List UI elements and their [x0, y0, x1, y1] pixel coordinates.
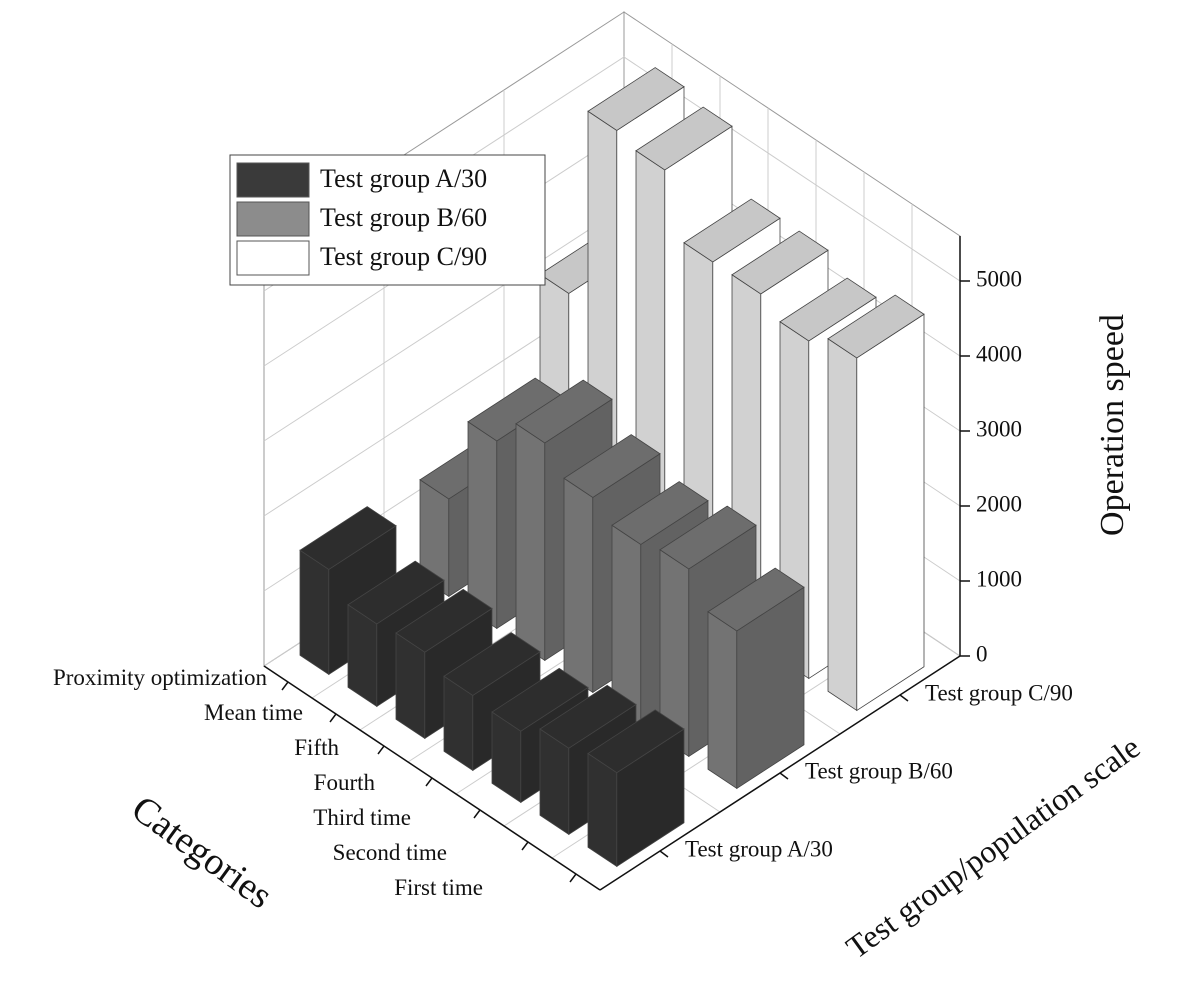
x-tick	[425, 777, 433, 787]
bar-face	[827, 337, 858, 712]
x-tick	[569, 873, 577, 883]
x-tick-label: Third time	[313, 805, 411, 830]
x-axis-title: Categories	[124, 788, 280, 918]
bar-top	[587, 709, 685, 774]
bar-top	[395, 588, 493, 653]
y-tick	[899, 694, 909, 702]
x-tick-label: Fifth	[294, 735, 339, 760]
bar-face	[563, 477, 594, 694]
z-tick-label: 4000	[976, 341, 1022, 366]
bar-face	[707, 610, 738, 790]
x-tick	[329, 713, 337, 723]
bar-top	[611, 481, 709, 545]
z-tick-label: 5000	[976, 266, 1022, 291]
bar	[707, 567, 805, 790]
z-tick-label: 1000	[976, 566, 1022, 591]
legend: Test group A/30 Test group B/60 Test group…	[229, 154, 546, 286]
x-tick	[281, 681, 289, 691]
x-tick	[521, 841, 529, 851]
y-tick-label: Test group B/60	[805, 758, 953, 783]
bars	[299, 67, 925, 868]
y-tick-label: Test group C/90	[925, 680, 1073, 705]
z-tick-label: 2000	[976, 491, 1022, 516]
legend-swatch	[236, 240, 310, 276]
bar-top	[683, 198, 781, 263]
z-tick-label: 3000	[976, 416, 1022, 441]
bar-top	[707, 567, 805, 632]
x-tick-label: Fourth	[314, 770, 376, 795]
bar-face	[515, 422, 546, 662]
labels: 0 1000 2000 3000 4000 5000 First time Second ti…	[53, 266, 1073, 900]
legend-label: Test group C/90	[320, 242, 487, 271]
bar-top	[515, 379, 613, 444]
x-tick-label: Mean time	[204, 700, 303, 725]
y-tick-label: Test group A/30	[685, 836, 833, 861]
bar-face	[299, 549, 330, 676]
bar-face	[587, 752, 618, 868]
x-tick-label: Proximity optimization	[53, 665, 268, 690]
legend-swatch	[236, 162, 310, 198]
x-tick	[377, 745, 385, 755]
bar-top	[299, 506, 397, 570]
z-tick-label: 0	[976, 641, 988, 666]
y-tick	[779, 772, 789, 780]
bar-top	[731, 230, 829, 295]
bar-top	[347, 560, 445, 625]
bar	[587, 709, 685, 868]
legend-label: Test group B/60	[320, 203, 487, 232]
bar-top	[779, 277, 877, 342]
legend-swatch	[236, 201, 310, 237]
bar-top	[491, 667, 589, 732]
bar-top	[587, 67, 685, 131]
z-axis-title: Operation speed	[1094, 314, 1131, 536]
bar-top	[443, 632, 541, 696]
bar-face	[856, 313, 925, 712]
legend-label: Test group A/30	[320, 164, 487, 193]
y-tick	[659, 850, 669, 858]
bar-top	[659, 505, 757, 570]
x-tick-label: First time	[394, 875, 483, 900]
bar-top	[563, 434, 661, 498]
x-tick-label: Second time	[333, 840, 447, 865]
bar	[827, 294, 925, 712]
x-tick	[473, 809, 481, 819]
bar-top	[539, 684, 637, 749]
bar-top	[827, 294, 925, 359]
bar-top	[635, 106, 733, 171]
